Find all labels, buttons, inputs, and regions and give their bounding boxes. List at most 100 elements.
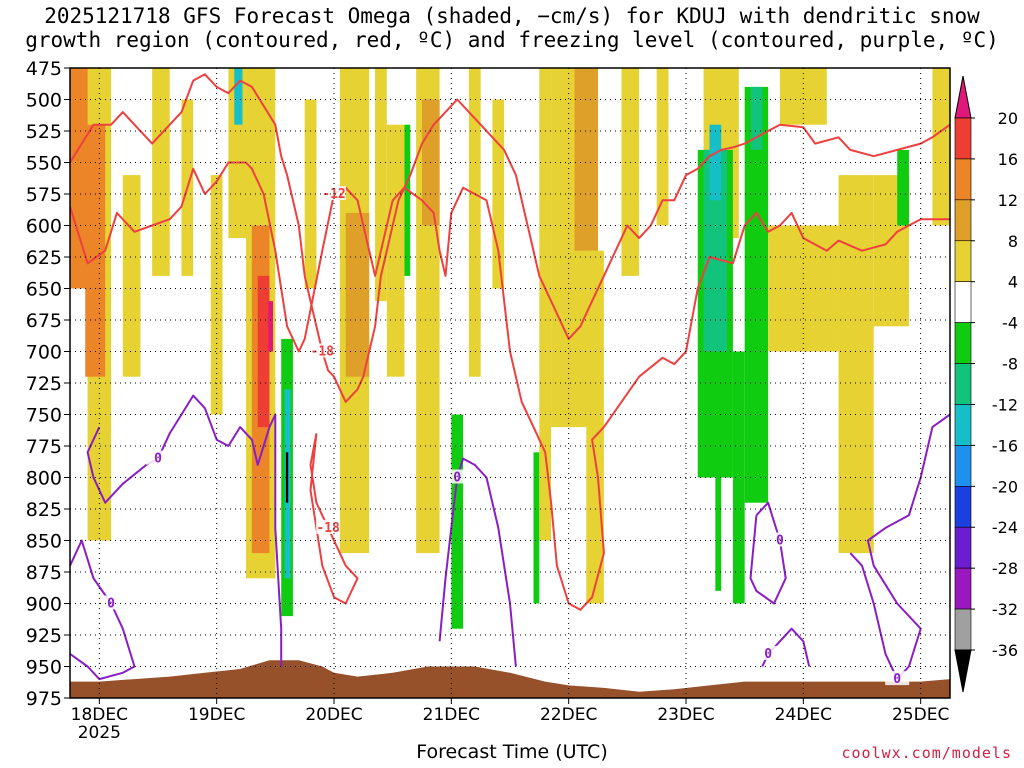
- omega-region-12: [268, 301, 273, 352]
- omega-region-41: [750, 86, 763, 150]
- colorbar-bin-6: [954, 363, 972, 405]
- colorbar-bin-3: [954, 240, 972, 282]
- omega-region-39: [732, 351, 745, 604]
- omega-region-20: [386, 124, 405, 377]
- omega-region-3: [122, 175, 141, 377]
- x-tick-label-7: 25DEC: [892, 705, 949, 725]
- colorbar-label-3: 8: [1008, 232, 1018, 251]
- x-tick-label-1: 19DEC: [188, 705, 245, 725]
- omega-region-25: [468, 68, 481, 377]
- terrain-area: [70, 660, 950, 698]
- colorbar-label-1: 16: [998, 150, 1018, 169]
- colorbar-label-13: -36: [992, 641, 1018, 660]
- colorbar-bin-9: [954, 486, 972, 528]
- y-tick-label-13: 800: [26, 468, 62, 490]
- omega-region-8: [234, 68, 243, 125]
- dgz-contour-1: [70, 73, 950, 403]
- omega-region-21: [404, 124, 411, 276]
- freezing-label-bg-3: [767, 532, 792, 547]
- y-tick-label-11: 750: [26, 405, 62, 427]
- freezing-label-bg-1: [99, 595, 124, 610]
- x-tick-label-6: 24DEC: [775, 705, 832, 725]
- y-tick-label-15: 850: [26, 531, 62, 553]
- x-tick-label-5: 23DEC: [657, 705, 714, 725]
- dgz-contour-label-2: -18: [316, 521, 340, 536]
- x-tick-label-0: 18DEC: [71, 705, 128, 725]
- colorbar-bin-1: [954, 158, 972, 201]
- y-tick-label-1: 500: [26, 90, 62, 112]
- omega-region-6: [210, 175, 223, 415]
- y-tick-label-7: 650: [26, 279, 62, 301]
- y-tick-label-10: 725: [26, 373, 62, 395]
- x-axis-label: Forecast Time (UTC): [416, 741, 608, 763]
- x-tick-label-2: 20DEC: [305, 705, 362, 725]
- colorbar-bin-7: [954, 404, 972, 446]
- colorbar-label-8: -16: [992, 436, 1018, 455]
- freezing-contour-label-2: 0: [453, 471, 461, 486]
- omega-region-2: [85, 124, 106, 377]
- colorbar-label-6: -8: [1002, 355, 1018, 374]
- colorbar-label-5: -4: [1002, 314, 1018, 333]
- colorbar-bin-0: [954, 117, 972, 160]
- colorbar-label-9: -20: [992, 477, 1018, 496]
- omega-region-18: [345, 212, 370, 377]
- colorbar-label-7: -12: [992, 395, 1018, 414]
- dgz-contour-0: [70, 161, 950, 611]
- freezing-contour-label-1: 0: [107, 597, 115, 612]
- y-tick-label-2: 525: [26, 121, 62, 143]
- omega-region-33: [656, 68, 669, 226]
- y-tick-label-19: 950: [26, 657, 62, 679]
- y-tick-label-17: 900: [26, 594, 62, 616]
- y-tick-label-5: 600: [26, 216, 62, 238]
- y-tick-label-20: 975: [26, 688, 62, 710]
- y-tick-label-4: 575: [26, 184, 62, 206]
- omega-region-43: [779, 68, 827, 125]
- omega-region-26: [492, 99, 505, 289]
- dgz-contour-label-0: -12: [322, 187, 345, 202]
- colorbar-bin-10: [954, 526, 972, 569]
- terrain-fill: [70, 660, 950, 698]
- colorbar-bin-12: [954, 608, 972, 651]
- x-tick-label-3: 21DEC: [423, 705, 480, 725]
- freezing-contour-3: [749, 501, 787, 605]
- omega-region-11: [257, 275, 270, 428]
- freezing-label-bg-5: [756, 645, 781, 660]
- omega-region-31: [586, 250, 604, 604]
- omega-region-30: [574, 68, 598, 251]
- colorbar-label-11: -28: [992, 559, 1018, 578]
- colorbar-label-12: -32: [992, 600, 1018, 619]
- dgz-label-bg-1: [310, 343, 335, 358]
- omega-region-46: [897, 149, 909, 226]
- colorbar-bin-2: [954, 199, 972, 242]
- y-tick-label-8: 675: [26, 310, 62, 332]
- y-tick-label-18: 925: [26, 625, 62, 647]
- y-tick-label-14: 825: [26, 499, 62, 521]
- omega-region-44: [838, 175, 874, 554]
- contour-lines: -12 -18 -18 0 0 0 0 0 0: [70, 73, 950, 687]
- y-tick-label-9: 700: [26, 342, 62, 364]
- omega-region-47: [932, 68, 950, 226]
- omega-region-19: [375, 68, 387, 302]
- colorbar-bin-8: [954, 445, 972, 487]
- dgz-contour-label-1: -18: [311, 345, 335, 360]
- y-tick-label-3: 550: [26, 153, 62, 175]
- freezing-label-bg-0: [146, 450, 170, 465]
- freezing-contour-label-0: 0: [154, 452, 162, 467]
- freezing-contour-2: [438, 457, 517, 667]
- chart-title: 2025121718 GFS Forecast Omega (shaded, −…: [0, 4, 1024, 52]
- colorbar: 20 16 12 8 4 -4 -8 -12 -16 -20 -24 -28 -32 -36: [954, 75, 1018, 693]
- colorbar-label-0: 20: [998, 109, 1018, 128]
- grid-lines: [70, 68, 950, 698]
- colorbar-label-2: 12: [998, 191, 1018, 210]
- omega-region-27: [533, 452, 540, 604]
- omega-region-24: [451, 414, 464, 629]
- title-line-2: growth region (contoured, red, ºC) and f…: [25, 28, 999, 52]
- freezing-contour-0: [86, 394, 283, 667]
- omega-region-28: [539, 68, 552, 541]
- colorbar-bin-4: [954, 281, 972, 323]
- y-tick-label-16: 875: [26, 562, 62, 584]
- omega-region-15: [285, 452, 289, 503]
- freezing-contour-1: [70, 539, 136, 681]
- colorbar-bin-5: [954, 322, 972, 364]
